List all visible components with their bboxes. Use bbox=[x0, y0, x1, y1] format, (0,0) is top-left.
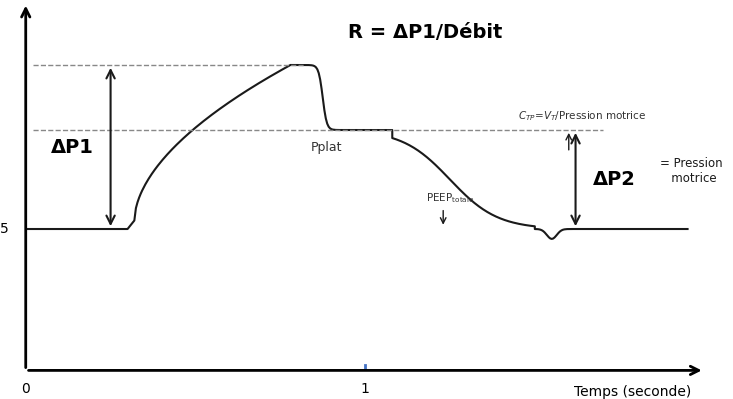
Text: = Pression
   motrice: = Pression motrice bbox=[660, 157, 723, 185]
Text: R = ΔP1/Débit: R = ΔP1/Débit bbox=[348, 23, 503, 41]
Text: 5: 5 bbox=[0, 222, 9, 236]
Text: 1: 1 bbox=[361, 382, 369, 396]
Text: ΔP1: ΔP1 bbox=[51, 138, 94, 156]
Text: $C_{TP}$=$V_T$/Pression motrice: $C_{TP}$=$V_T$/Pression motrice bbox=[517, 109, 647, 123]
Text: Temps (seconde): Temps (seconde) bbox=[574, 385, 691, 399]
Text: PEEP$_{\rm totale}$: PEEP$_{\rm totale}$ bbox=[426, 191, 474, 205]
Text: Pplat: Pplat bbox=[311, 141, 342, 154]
Text: 0: 0 bbox=[21, 382, 30, 396]
Text: ΔP2: ΔP2 bbox=[592, 170, 636, 189]
